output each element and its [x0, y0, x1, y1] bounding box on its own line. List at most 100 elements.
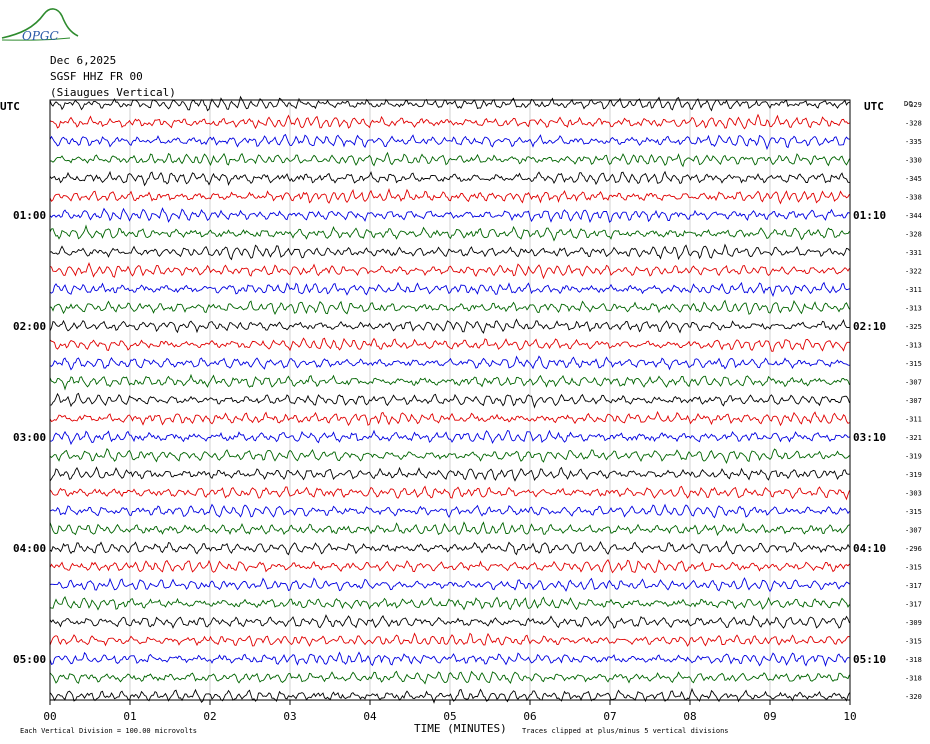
dc-offset-label: -307 — [905, 397, 922, 405]
opgc-logo: OPGC — [1, 8, 79, 43]
trace-row-28 — [49, 596, 850, 611]
trace-row-23 — [49, 503, 850, 519]
label-layer: 00 01 02 03 04 05 06 07 08 09 10 -329 -328 -335 -330 -3… — [13, 101, 922, 723]
trace-row-19 — [49, 429, 850, 446]
trace-row-21 — [49, 466, 850, 482]
dc-offset-label: -317 — [905, 582, 922, 590]
dc-label: DC — [904, 100, 912, 108]
dc-offset-label: -303 — [905, 490, 922, 498]
dc-offset-label: -318 — [905, 675, 922, 683]
dc-offset-label: -296 — [905, 545, 922, 553]
trace-row-29 — [49, 614, 850, 629]
logo-text: OPGC — [22, 29, 59, 43]
x-tick-label-07: 07 — [603, 710, 616, 723]
trace-row-22 — [49, 485, 850, 501]
right-time-label: 05:10 — [853, 653, 886, 666]
trace-row-25 — [49, 540, 850, 556]
trace-row-2 — [49, 113, 850, 130]
dc-offset-label: -335 — [905, 138, 922, 146]
station-label: SGSF HHZ FR 00 — [50, 70, 143, 83]
dc-offset-label: -319 — [905, 453, 922, 461]
dc-offset-label: -317 — [905, 601, 922, 609]
trace-row-14 — [49, 337, 850, 352]
location-label: (Siaugues Vertical) — [50, 86, 176, 99]
dc-offset-label: -313 — [905, 305, 922, 313]
trace-row-20 — [49, 447, 850, 465]
left-time-label: 01:00 — [13, 209, 46, 222]
dc-offset-label: -309 — [905, 619, 922, 627]
trace-row-31 — [49, 651, 850, 667]
x-tick-label-02: 02 — [203, 710, 216, 723]
trace-row-17 — [49, 392, 850, 409]
dc-offset-label: -307 — [905, 527, 922, 535]
dc-offset-label: -328 — [905, 120, 922, 128]
logo-mountain-curve — [1, 8, 79, 39]
trace-row-30 — [49, 632, 850, 647]
dc-offset-label: -315 — [905, 360, 922, 368]
x-tick-label-08: 08 — [683, 710, 696, 723]
x-tick-label-05: 05 — [443, 710, 456, 723]
dc-offset-label: -329 — [905, 101, 922, 109]
trace-row-8 — [49, 224, 850, 242]
trace-row-5 — [49, 170, 850, 187]
dc-offset-label: -321 — [905, 434, 922, 442]
trace-row-11 — [49, 281, 850, 298]
dc-offset-label: -307 — [905, 379, 922, 387]
trace-row-27 — [49, 577, 850, 593]
x-tick-label-03: 03 — [283, 710, 296, 723]
trace-row-3 — [49, 133, 850, 151]
left-time-label: 04:00 — [13, 542, 46, 555]
clip-text: Traces clipped at plus/minus 5 vertical … — [522, 727, 729, 735]
right-time-label: 02:10 — [853, 320, 886, 333]
trace-row-7 — [49, 207, 850, 223]
trace-row-12 — [49, 299, 850, 316]
right-utc-label: UTC — [864, 100, 884, 113]
x-tick-label-04: 04 — [363, 710, 377, 723]
trace-row-10 — [49, 262, 850, 280]
dc-offset-label: -330 — [905, 157, 922, 165]
left-time-label: 03:00 — [13, 431, 46, 444]
dc-offset-label: -315 — [905, 564, 922, 572]
right-time-label: 01:10 — [853, 209, 886, 222]
dc-offset-label: -313 — [905, 342, 922, 350]
trace-row-15 — [49, 355, 850, 371]
dc-offset-label: -338 — [905, 194, 922, 202]
date-label: Dec 6,2025 — [50, 54, 117, 67]
x-tick-label-10: 10 — [843, 710, 856, 723]
trace-row-13 — [49, 318, 850, 334]
trace-row-24 — [49, 521, 850, 537]
logo-underline — [1, 37, 71, 41]
scale-text: Each Vertical Division = 100.00 microvol… — [20, 727, 197, 735]
dc-offset-label: -328 — [905, 231, 922, 239]
dc-offset-label: -319 — [905, 471, 922, 479]
left-utc-label: UTC — [0, 100, 20, 113]
trace-row-33 — [49, 687, 850, 704]
x-axis-title: TIME (MINUTES) — [414, 722, 507, 735]
dc-offset-label: -311 — [905, 416, 922, 424]
trace-row-6 — [49, 187, 850, 205]
trace-row-26 — [49, 558, 850, 574]
left-time-label: 02:00 — [13, 320, 46, 333]
dc-offset-label: -320 — [905, 693, 922, 701]
right-time-label: 03:10 — [853, 431, 886, 444]
x-tick-label-01: 01 — [123, 710, 136, 723]
left-time-label: 05:00 — [13, 653, 46, 666]
dc-offset-label: -311 — [905, 286, 922, 294]
dc-offset-label: -331 — [905, 249, 922, 257]
trace-row-18 — [49, 410, 850, 427]
dc-offset-label: -344 — [905, 212, 922, 220]
dc-offset-label: -325 — [905, 323, 922, 331]
dc-offset-label: -322 — [905, 268, 922, 276]
trace-row-9 — [49, 243, 850, 261]
dc-offset-label: -315 — [905, 508, 922, 516]
trace-row-4 — [49, 151, 850, 168]
right-time-label: 04:10 — [853, 542, 886, 555]
dc-offset-label: -345 — [905, 175, 922, 183]
dc-offset-label: -315 — [905, 638, 922, 646]
trace-layer — [49, 95, 850, 704]
x-tick-label-00: 00 — [43, 710, 56, 723]
x-tick-label-09: 09 — [763, 710, 776, 723]
x-tick-label-06: 06 — [523, 710, 536, 723]
trace-row-32 — [49, 670, 850, 685]
